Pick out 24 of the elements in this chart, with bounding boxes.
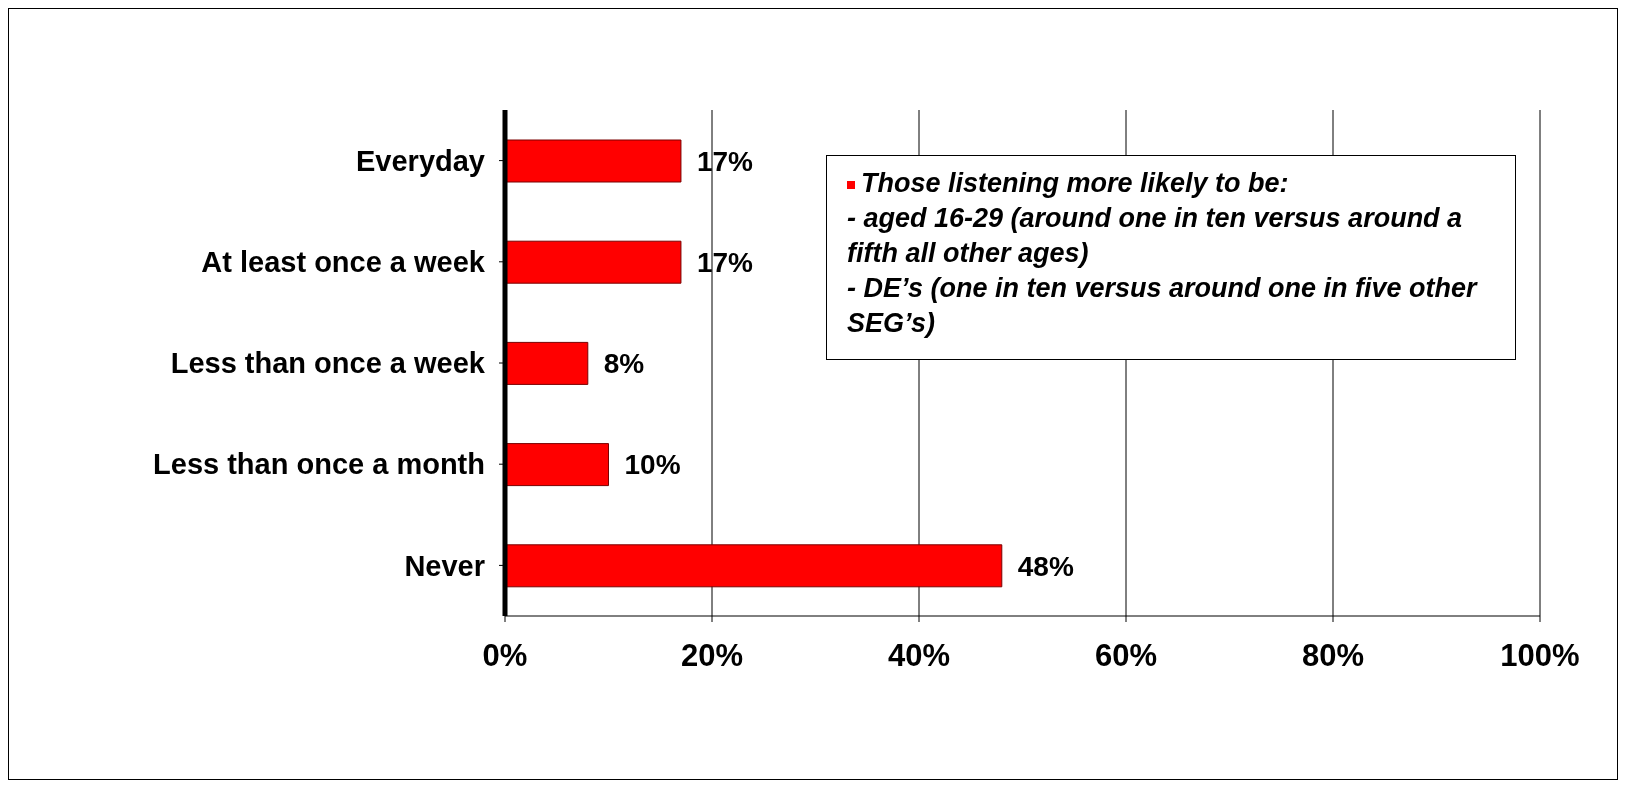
- data-label: 48%: [1017, 550, 1074, 582]
- annotation: Those listening more likely to be:: [861, 168, 1289, 198]
- x-tick-label: 20%: [680, 638, 744, 674]
- annotation: - aged 16-29 (around one in ten versus around a fifth all other ages): [847, 203, 1463, 268]
- x-tick-label: 60%: [1094, 638, 1158, 674]
- bar: [505, 544, 1003, 588]
- y-tick-label: Less than once a week: [170, 347, 486, 380]
- bar: [505, 443, 609, 487]
- data-label: 10%: [624, 449, 681, 481]
- y-tick-label: Everyday: [356, 144, 485, 177]
- x-tick-label: 0%: [482, 638, 528, 674]
- data-label: 8%: [603, 348, 645, 380]
- bar: [505, 341, 589, 385]
- x-tick-label: 100%: [1500, 638, 1580, 674]
- data-label: 17%: [696, 145, 754, 177]
- y-tick-label: Never: [404, 549, 485, 582]
- x-tick-label: 80%: [1301, 638, 1365, 674]
- y-tick-label: At least once a week: [201, 246, 486, 279]
- annotation: - DE’s (one in ten versus around one in five other SEG’s): [847, 273, 1477, 338]
- y-tick-label: Less than once a month: [153, 448, 485, 481]
- bar: [505, 139, 682, 183]
- x-tick-label: 40%: [887, 638, 951, 674]
- bar: [505, 240, 682, 284]
- data-label: 17%: [696, 247, 754, 278]
